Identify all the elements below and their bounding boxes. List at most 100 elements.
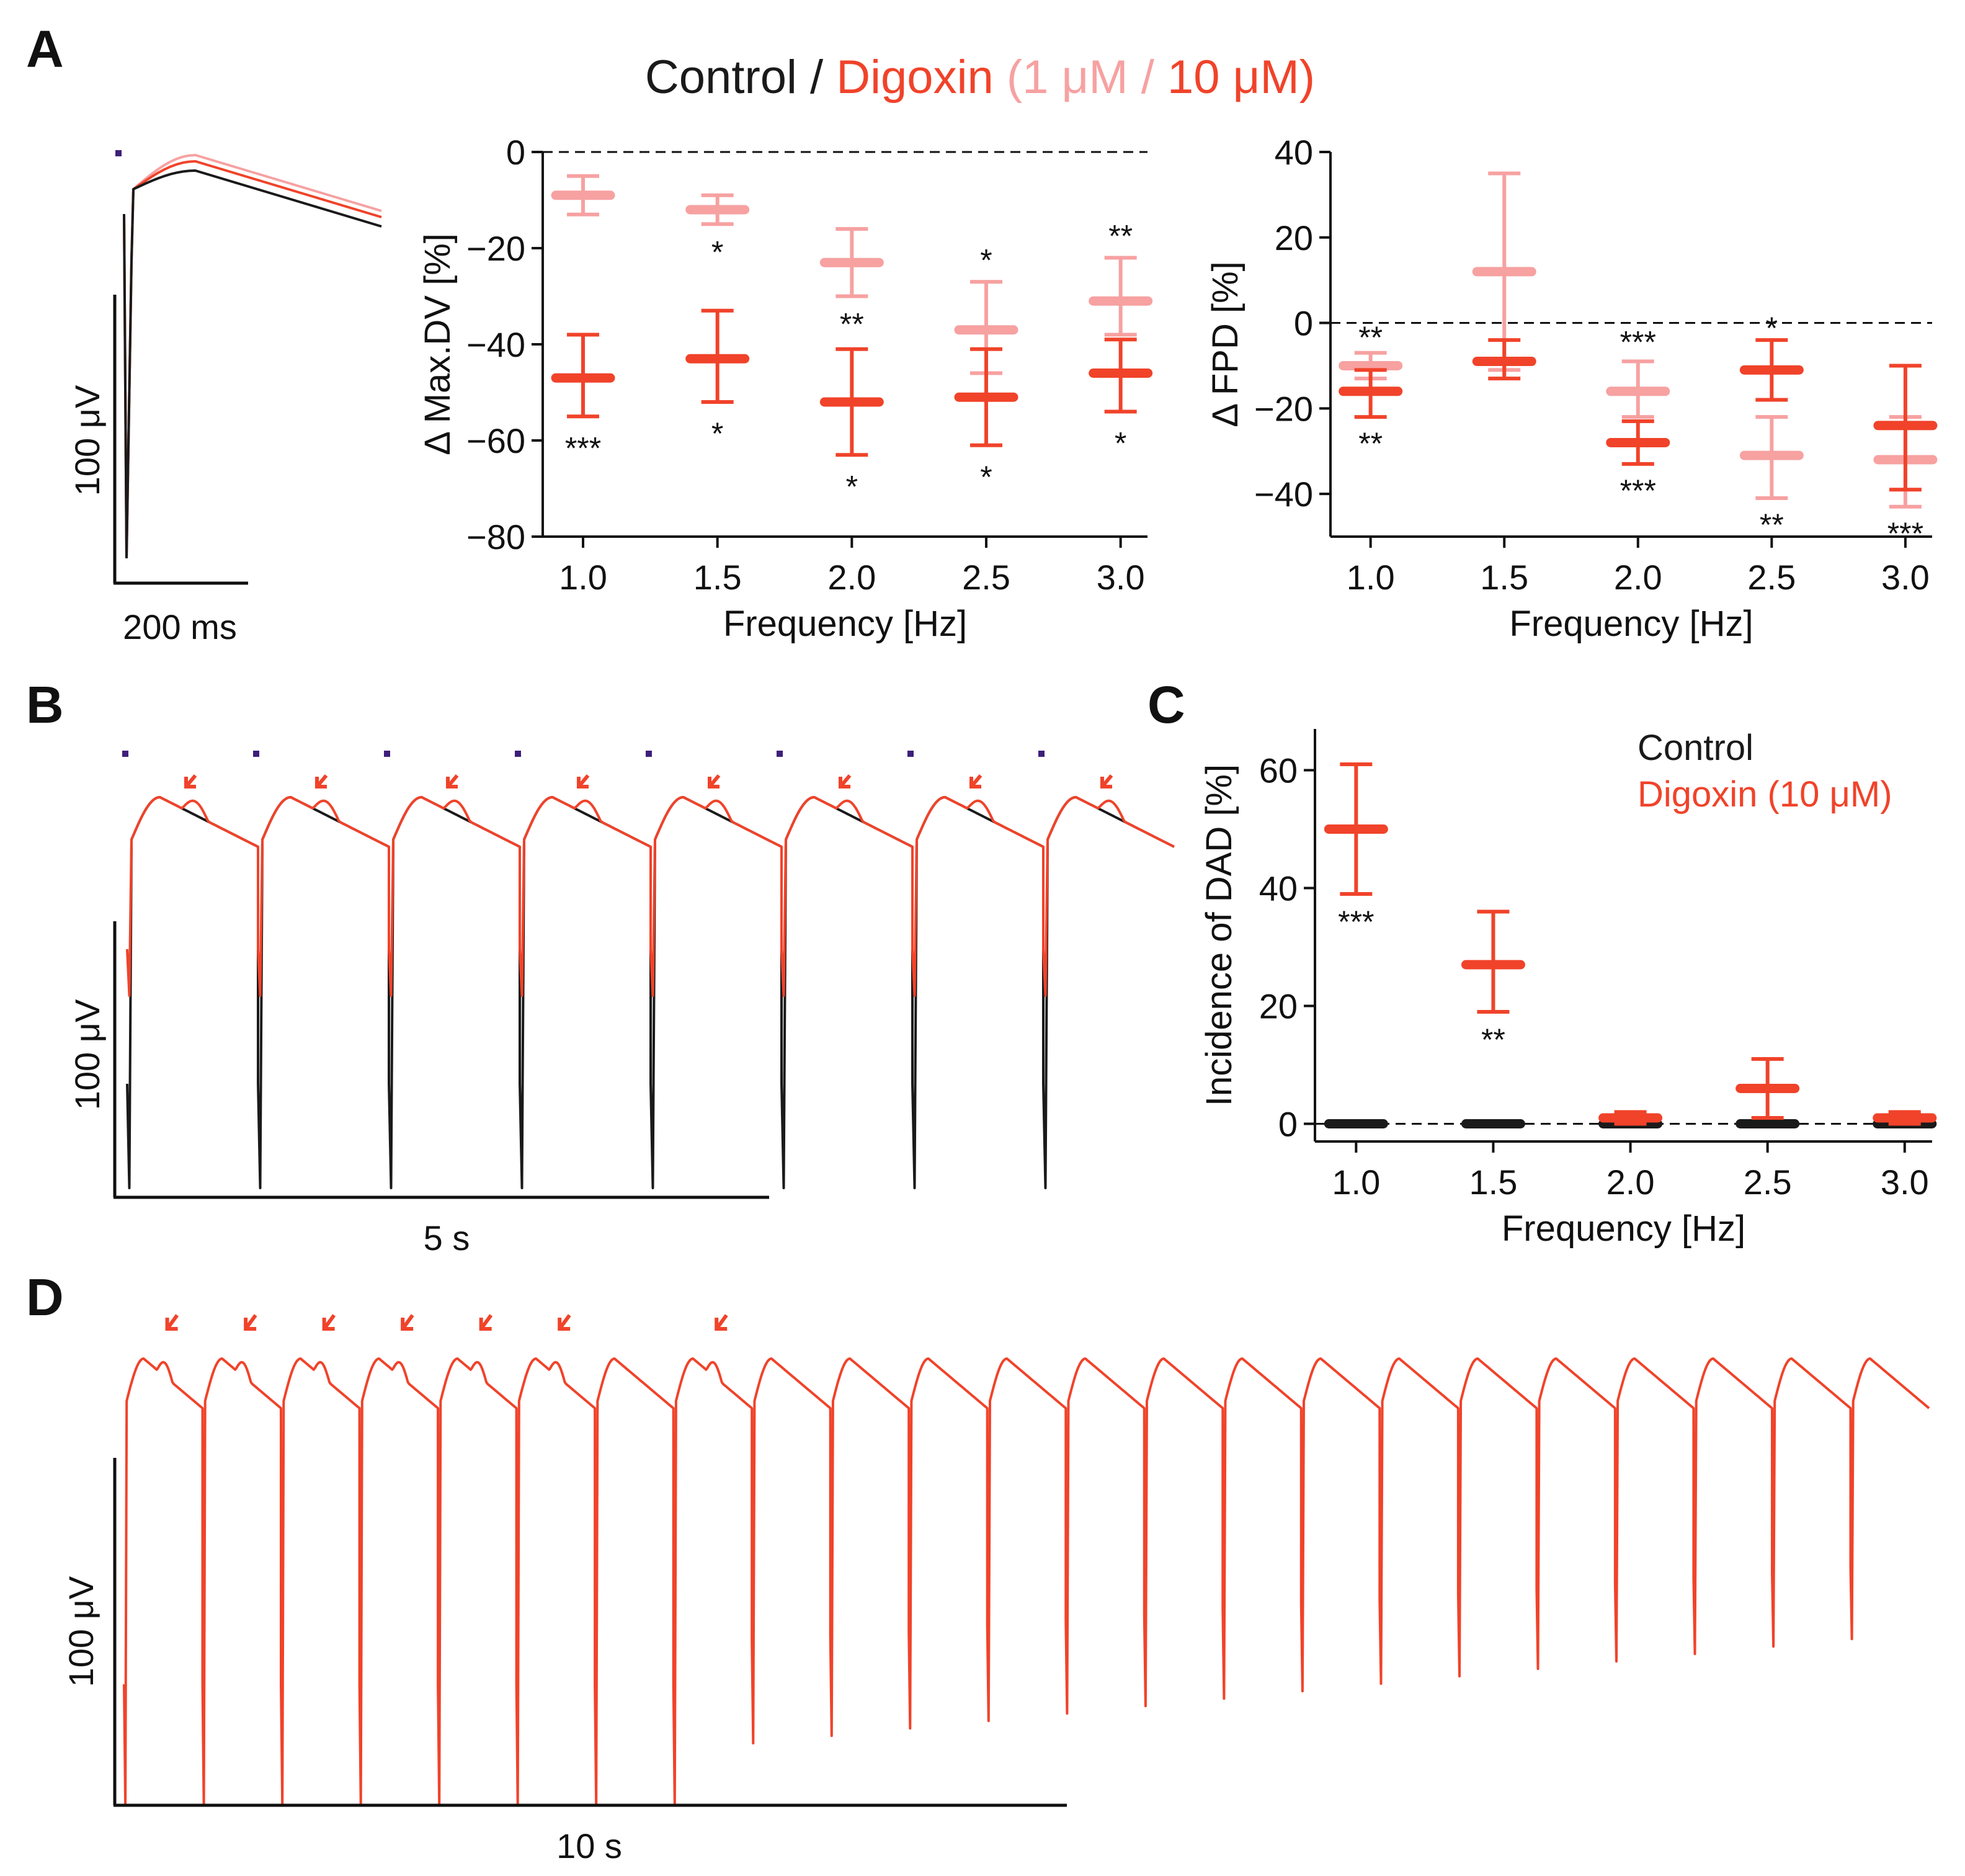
dad-arrow — [401, 1314, 414, 1331]
panel-letter-c: C — [1147, 676, 1185, 734]
panel-d-scalebar-y-label: 100 μV — [61, 1576, 100, 1687]
dad-arrow — [322, 1314, 336, 1331]
panel-a-trace-plot — [115, 150, 382, 559]
chart-max-dv: 0 −20 −40 −60 −80 1.0 1.5 2.0 2.5 3.0 Frequency [H… — [417, 133, 1153, 644]
y-axis-label: Δ Max.DV [%] — [417, 233, 458, 455]
dad-arrow — [165, 1314, 179, 1331]
y-tick-label: 0 — [1278, 1105, 1298, 1144]
y-tick-label: 40 — [1259, 869, 1298, 908]
panel-b-scalebar-x-label: 5 s — [424, 1218, 470, 1257]
x-tick-label: 2.0 — [827, 558, 876, 597]
dad-arrow — [715, 1314, 728, 1331]
panel-letter-b: B — [26, 676, 64, 734]
y-tick-label: 40 — [1275, 133, 1313, 172]
title-digoxin: Digoxin — [836, 51, 993, 104]
dad-arrow — [446, 774, 459, 788]
y-tick-label: 20 — [1259, 987, 1298, 1026]
dad-arrow — [708, 774, 721, 788]
dad-arrow — [244, 1314, 257, 1331]
significance-stars: * — [1766, 311, 1778, 346]
title-control: Control — [645, 51, 797, 104]
panel-a-scalebar-y-label: 100 μV — [68, 385, 107, 496]
significance-stars: ** — [1358, 320, 1383, 355]
dad-arrow — [184, 774, 197, 788]
dad-arrow — [558, 1314, 571, 1331]
dad-arrow — [315, 774, 328, 788]
panel-b-trace-plot — [122, 751, 1175, 1189]
y-axis-label: Incidence of DAD [%] — [1199, 764, 1239, 1106]
stimulus-marker — [115, 150, 122, 156]
chart-fpd: 40 20 0 −20 −40 1.0 1.5 2.0 2.5 3.0 Frequency [Hz]… — [1205, 133, 1938, 644]
dad-arrow — [969, 774, 982, 788]
y-tick-label: 60 — [1259, 751, 1298, 790]
panel-c-legend-digoxin: Digoxin (10 μM) — [1638, 774, 1892, 815]
panel-letter-d: D — [26, 1268, 64, 1326]
y-tick-label: 20 — [1275, 218, 1313, 257]
title-separator: / — [1128, 51, 1167, 104]
title-high-dose: 10 μM — [1167, 51, 1299, 104]
y-tick-label: 0 — [1294, 304, 1313, 343]
significance-stars: * — [711, 234, 723, 269]
significance-stars: *** — [565, 431, 601, 465]
dad-arrow — [1100, 774, 1113, 788]
title-open-paren: ( — [994, 51, 1022, 104]
y-tick-label: −60 — [466, 421, 525, 460]
stimulus-marker — [253, 751, 259, 757]
x-tick-label: 2.5 — [1747, 558, 1796, 597]
trace-control — [123, 169, 382, 559]
stimulus-marker — [646, 751, 652, 757]
significance-stars: ** — [840, 307, 864, 342]
dad-arrow — [577, 774, 590, 788]
significance-stars: * — [980, 243, 992, 277]
x-axis-label: Frequency [Hz] — [1502, 1208, 1745, 1249]
panel-c-legend-control: Control — [1638, 728, 1753, 768]
panel-letter-a: A — [26, 20, 64, 78]
x-tick-label: 3.0 — [1097, 558, 1145, 597]
title-slash: / — [797, 51, 836, 104]
chart-dad-incidence: 0 20 40 60 1.0 1.5 2.0 2.5 3.0 Frequency [Hz] Inci… — [1199, 729, 1937, 1249]
signal-trace — [123, 1357, 1930, 1807]
title-close-paren: ) — [1299, 51, 1315, 104]
signal-trace — [126, 796, 1175, 997]
trace-digoxin_1 — [123, 153, 382, 559]
x-tick-label: 1.5 — [1469, 1163, 1518, 1202]
stimulus-marker — [777, 751, 783, 757]
y-axis-label: Δ FPD [%] — [1205, 261, 1245, 427]
x-tick-label: 2.0 — [1606, 1163, 1655, 1202]
significance-stars: * — [1115, 426, 1126, 461]
significance-stars: *** — [1887, 516, 1923, 551]
significance-stars: ** — [1108, 219, 1133, 254]
stimulus-marker — [907, 751, 914, 757]
stimulus-marker — [384, 751, 390, 757]
significance-stars: * — [980, 460, 992, 494]
panel-d-trace-plot — [123, 1314, 1930, 1807]
x-tick-label: 3.0 — [1881, 1163, 1929, 1202]
significance-stars: *** — [1620, 473, 1656, 508]
significance-stars: *** — [1338, 904, 1374, 939]
y-tick-label: 0 — [506, 133, 525, 172]
significance-stars: *** — [1620, 325, 1656, 360]
dad-arrow — [479, 1314, 493, 1331]
stimulus-marker — [1038, 751, 1045, 757]
panel-d-scalebar-x-label: 10 s — [556, 1826, 622, 1865]
significance-stars: ** — [1481, 1022, 1505, 1057]
panel-a-scalebar-x-label: 200 ms — [123, 607, 237, 646]
x-tick-label: 1.5 — [693, 558, 742, 597]
y-tick-label: −40 — [1254, 475, 1313, 514]
significance-stars: * — [711, 416, 723, 451]
title-low-dose: 1 μM — [1022, 51, 1128, 104]
x-tick-label: 2.0 — [1614, 558, 1662, 597]
figure-title: Control / Digoxin (1 μM / 10 μM) — [645, 51, 1315, 104]
x-tick-label: 2.5 — [1744, 1163, 1792, 1202]
x-tick-label: 1.0 — [1347, 558, 1395, 597]
significance-stars: * — [846, 469, 858, 504]
stimulus-marker — [122, 751, 128, 757]
y-tick-label: −40 — [466, 325, 525, 364]
y-tick-label: −80 — [466, 517, 525, 556]
x-axis-label: Frequency [Hz] — [723, 604, 967, 644]
significance-stars: ** — [1358, 426, 1383, 461]
x-tick-label: 1.0 — [1332, 1163, 1380, 1202]
y-tick-label: −20 — [1254, 389, 1313, 428]
x-axis-label: Frequency [Hz] — [1509, 604, 1753, 644]
